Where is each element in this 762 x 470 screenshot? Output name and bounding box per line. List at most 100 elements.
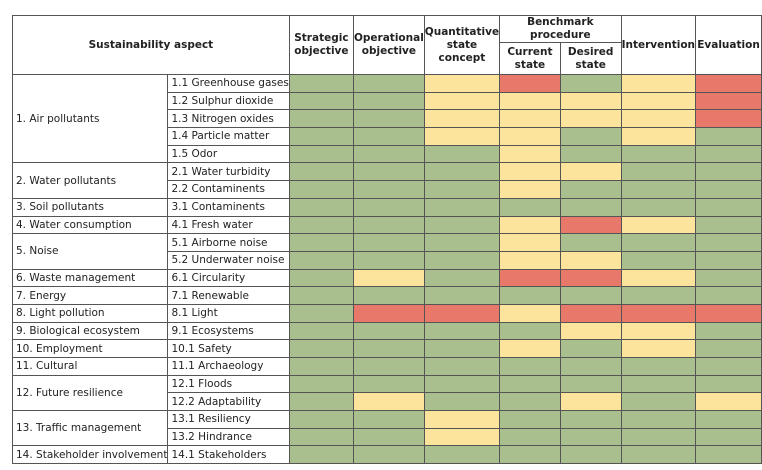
status-cell	[499, 215, 561, 235]
status-cell	[620, 127, 697, 146]
status-cell	[620, 410, 697, 429]
status-cell	[620, 268, 697, 288]
item-cell: 9.1 Ecosystems	[167, 321, 290, 341]
item-cell: 1.3 Nitrogen oxides	[167, 109, 290, 129]
status-cell	[559, 180, 622, 199]
status-cell	[288, 303, 354, 323]
status-cell	[423, 321, 501, 341]
status-cell	[620, 286, 697, 305]
status-cell	[423, 286, 501, 305]
status-cell	[695, 427, 762, 447]
item-cell: 1.4 Particle matter	[167, 127, 290, 146]
status-cell	[352, 445, 425, 465]
status-cell	[352, 233, 425, 252]
status-cell	[288, 410, 354, 429]
status-cell	[620, 374, 697, 394]
status-cell	[423, 91, 501, 111]
aspect-cell: 7. Energy	[11, 286, 169, 305]
table-row: 2. Water pollutants 2.1 Water turbidity	[11, 162, 762, 199]
table-row: 7. Energy 7.1 Renewable	[11, 286, 762, 305]
status-cell	[288, 91, 354, 111]
status-cell	[288, 268, 354, 288]
status-cell	[352, 286, 425, 305]
status-cell	[620, 233, 697, 252]
status-cell	[288, 250, 354, 270]
status-cell	[352, 250, 425, 270]
status-cell	[288, 74, 354, 93]
status-cell	[352, 144, 425, 164]
aspect-cell: 3. Soil pollutants	[11, 197, 169, 217]
aspect-cell: 6. Waste management	[11, 268, 169, 288]
status-cell	[423, 357, 501, 376]
status-cell	[559, 215, 622, 235]
status-cell	[423, 162, 501, 182]
table-row: 13.2 Hindrance	[13, 427, 762, 447]
table-body: 1. Air pollutants 1.1 Greenhouse gases 1.2…	[11, 73, 762, 465]
header-cell: Strategic objective	[288, 15, 354, 75]
status-cell	[288, 392, 354, 412]
item-cell: 7.1 Renewable	[167, 286, 290, 305]
status-cell	[499, 109, 561, 129]
status-cell	[499, 74, 561, 93]
status-cell	[559, 410, 622, 429]
status-cell	[559, 374, 622, 394]
status-cell	[499, 427, 561, 447]
status-cell	[352, 321, 425, 341]
status-cell	[288, 127, 354, 146]
status-cell	[288, 357, 354, 376]
status-cell	[620, 180, 697, 199]
status-cell	[695, 197, 762, 217]
status-cell	[559, 392, 622, 412]
table-row: 3. Soil pollutants 3.1 Contaminents	[11, 197, 762, 217]
status-cell	[695, 127, 762, 146]
status-cell	[620, 197, 697, 217]
status-cell	[352, 109, 425, 129]
item-cell: 5.1 Airborne noise	[167, 233, 290, 252]
status-cell	[559, 74, 622, 93]
status-cell	[288, 144, 354, 164]
status-cell	[620, 215, 697, 235]
status-cell	[499, 303, 561, 323]
status-cell	[559, 109, 622, 129]
status-cell	[620, 427, 697, 447]
status-cell	[695, 445, 762, 465]
status-cell	[352, 374, 425, 394]
status-cell	[288, 197, 354, 217]
status-cell	[499, 357, 561, 376]
status-cell	[695, 180, 762, 199]
status-cell	[559, 197, 622, 217]
table-row: 8. Light pollution 8.1 Light	[11, 303, 762, 323]
status-cell	[695, 374, 762, 394]
item-cell: 1.1 Greenhouse gases	[167, 74, 290, 93]
table-row: 1.4 Particle matter	[13, 127, 762, 146]
status-cell	[559, 357, 622, 376]
status-cell	[288, 374, 354, 394]
table-row: 2.2 Contaminents	[13, 180, 762, 199]
item-cell: 1.2 Sulphur dioxide	[167, 91, 290, 111]
aspect-cell: 11. Cultural	[11, 357, 169, 376]
status-cell	[620, 144, 697, 164]
item-cell: 8.1 Light	[167, 303, 290, 323]
status-cell	[288, 339, 354, 358]
status-cell	[559, 445, 622, 465]
status-cell	[423, 180, 501, 199]
status-cell	[352, 215, 425, 235]
status-cell	[620, 303, 697, 323]
status-cell	[352, 357, 425, 376]
table-row: 4. Water consumption 4.1 Fresh water	[11, 215, 762, 235]
header-cell: Desired state	[559, 42, 622, 75]
item-cell: 12.1 Floods	[167, 374, 290, 394]
status-cell	[559, 268, 622, 288]
status-cell	[559, 427, 622, 447]
status-cell	[288, 109, 354, 129]
status-cell	[352, 268, 425, 288]
status-cell	[499, 321, 561, 341]
status-cell	[352, 91, 425, 111]
aspect-cell: 4. Water consumption	[11, 215, 169, 235]
status-cell	[695, 392, 762, 412]
item-cell: 5.2 Underwater noise	[167, 250, 290, 270]
status-cell	[423, 303, 501, 323]
item-cell: 13.1 Resiliency	[167, 410, 290, 429]
table-row: 9. Biological ecosystem 9.1 Ecosystems	[11, 321, 762, 341]
